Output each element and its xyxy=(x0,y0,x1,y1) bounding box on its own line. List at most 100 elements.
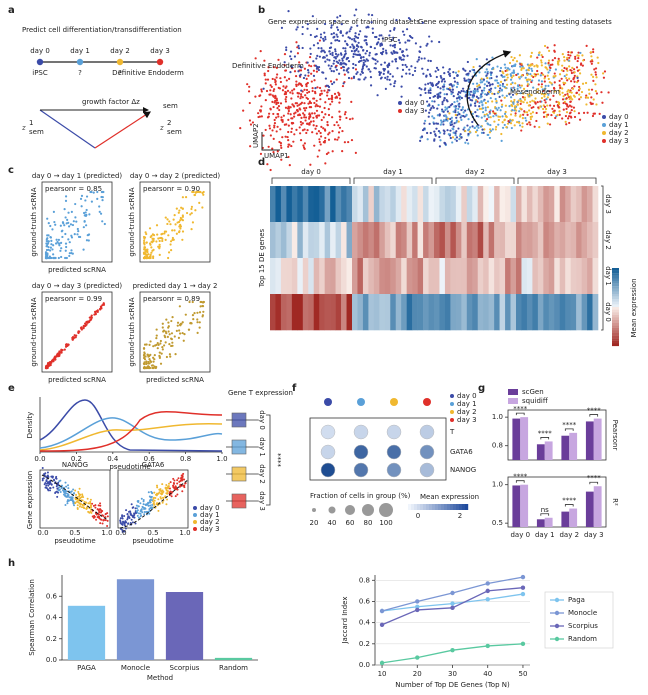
cell xyxy=(499,80,503,83)
cell xyxy=(457,96,461,99)
cell xyxy=(309,47,312,50)
cell xyxy=(123,515,126,518)
cell xyxy=(497,106,500,109)
heat-cell xyxy=(286,186,293,223)
cell xyxy=(545,98,548,101)
cell xyxy=(432,122,436,125)
cell xyxy=(106,515,109,518)
cell xyxy=(393,43,397,46)
cell xyxy=(316,155,319,158)
cell xyxy=(323,51,326,54)
cell xyxy=(419,94,422,97)
cell xyxy=(67,494,70,497)
cell xyxy=(327,113,331,117)
cell xyxy=(121,515,124,518)
cell xyxy=(148,495,151,498)
cell xyxy=(431,84,434,87)
cell xyxy=(426,68,429,71)
cell xyxy=(544,84,547,88)
cell xyxy=(551,59,554,62)
cell xyxy=(295,128,298,131)
cell xyxy=(562,101,565,105)
cell xyxy=(349,46,352,49)
cell xyxy=(572,68,576,71)
cell xyxy=(361,49,365,52)
cell xyxy=(181,474,184,477)
cell xyxy=(500,99,503,102)
box xyxy=(231,439,247,455)
heat-cell xyxy=(412,258,418,295)
cell xyxy=(331,54,334,57)
cell xyxy=(419,139,422,142)
gene-point xyxy=(103,222,106,226)
heat-cell xyxy=(297,258,304,295)
gene-point xyxy=(58,242,61,245)
gene-point xyxy=(152,345,155,348)
heat-cell xyxy=(352,186,358,223)
cell xyxy=(369,84,373,87)
cell xyxy=(299,120,302,124)
colorbar-cell xyxy=(612,320,619,323)
z-sup: 2 xyxy=(167,119,171,127)
series-point xyxy=(485,588,490,594)
cell xyxy=(280,146,283,149)
cell xyxy=(492,66,495,69)
cell xyxy=(503,75,506,78)
sig-bracket xyxy=(515,412,525,416)
cell xyxy=(279,77,282,80)
cell xyxy=(328,131,331,134)
cell xyxy=(288,163,291,167)
gene-point xyxy=(152,366,155,370)
heat-cell xyxy=(330,186,336,223)
cell xyxy=(436,96,440,100)
cell xyxy=(440,121,443,124)
cell xyxy=(550,113,553,117)
cell xyxy=(455,121,458,124)
cell xyxy=(362,63,365,66)
cell xyxy=(558,110,561,113)
heat-cell xyxy=(587,294,593,331)
cell xyxy=(548,49,551,52)
cell xyxy=(435,84,438,87)
heat-cell xyxy=(412,222,418,259)
cell xyxy=(590,62,593,65)
heat-cell xyxy=(291,222,298,259)
cell xyxy=(242,109,245,112)
cell xyxy=(315,115,318,118)
heat-cell xyxy=(581,222,588,259)
series-line xyxy=(381,643,523,664)
cell xyxy=(451,141,454,144)
cell xyxy=(373,66,376,70)
x-tick-label: day 2 xyxy=(559,531,579,539)
cell xyxy=(543,80,546,83)
cell xyxy=(391,44,395,47)
gene-point xyxy=(196,311,199,314)
cell xyxy=(55,485,58,488)
cell xyxy=(577,51,580,54)
cell xyxy=(335,60,338,63)
cell xyxy=(380,51,384,55)
heat-cell xyxy=(570,258,577,295)
cell xyxy=(354,32,357,35)
heat-cell xyxy=(450,258,457,295)
size-label: 60 xyxy=(346,519,355,527)
cell xyxy=(557,103,561,106)
cell xyxy=(530,74,533,77)
cell xyxy=(401,63,404,67)
cell xyxy=(510,96,513,99)
cell xyxy=(301,96,304,99)
gene-point xyxy=(166,222,169,226)
cell xyxy=(469,126,472,129)
cell xyxy=(424,87,427,90)
gene-point xyxy=(155,224,159,227)
cell xyxy=(445,98,448,102)
cell xyxy=(436,107,439,110)
gene-point xyxy=(67,343,70,346)
gene-point xyxy=(166,335,169,338)
heat-cell xyxy=(395,186,402,223)
heat-cell xyxy=(472,294,479,331)
cell xyxy=(467,79,470,82)
gene-point xyxy=(195,190,198,194)
cell xyxy=(156,486,159,489)
cell xyxy=(174,495,177,498)
